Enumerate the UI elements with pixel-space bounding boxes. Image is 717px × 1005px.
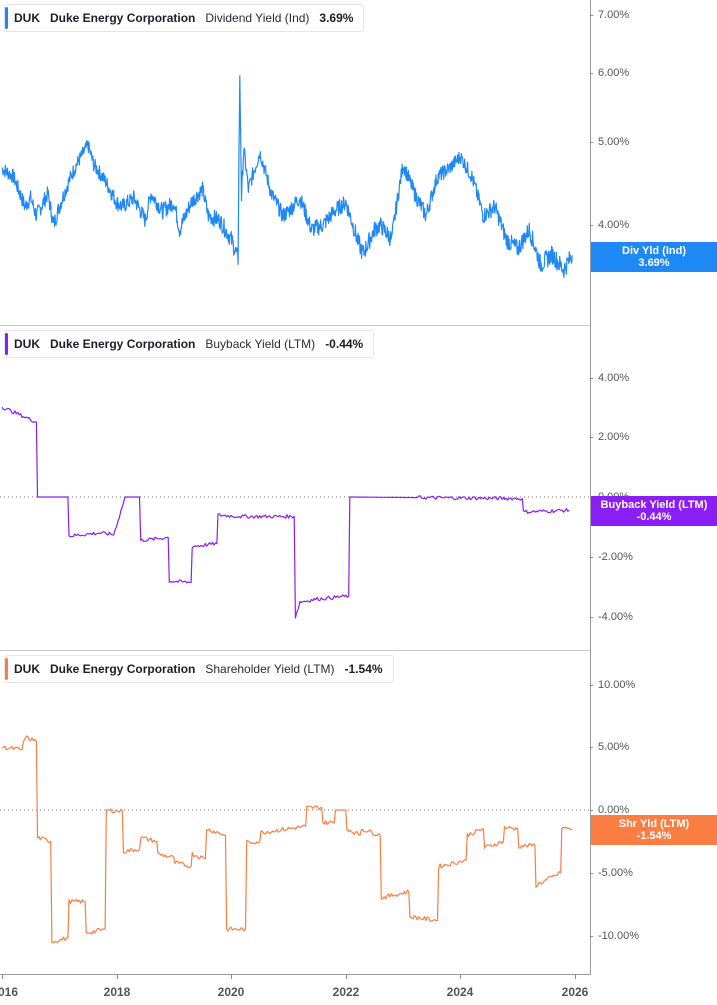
badge-label: Div Yld (Ind) [622, 245, 686, 257]
y-tick-label: 6.00% [598, 67, 630, 79]
badge-label: Shr Yld (LTM) [618, 818, 690, 830]
shareholder-yield-line[interactable] [2, 735, 573, 944]
legend-ticker: DUK [14, 11, 40, 25]
y-tick-mark [590, 73, 593, 74]
y-tick-label: 10.00% [598, 679, 636, 691]
y-tick-label: 4.00% [598, 219, 630, 231]
y-tick-mark [590, 557, 593, 558]
badge-value: 3.69% [638, 257, 670, 269]
y-tick-mark [590, 225, 593, 226]
x-tick-label: 2026 [561, 985, 589, 999]
y-tick-label: 5.00% [598, 741, 630, 753]
current-value-badge-dividend: Div Yld (Ind) 3.69% [591, 242, 717, 272]
x-tick-mark [231, 975, 232, 979]
x-tick-mark [346, 975, 347, 979]
y-tick-mark [590, 617, 593, 618]
current-value-badge-shareholder: Shr Yld (LTM) -1.54% [591, 815, 717, 845]
y-tick-mark [590, 685, 593, 686]
panel-separator [0, 325, 590, 326]
y-tick-mark [590, 15, 593, 16]
series-color-swatch [5, 333, 8, 355]
legend-metric: Dividend Yield (Ind) [205, 11, 310, 25]
series-color-swatch [5, 7, 8, 29]
y-tick-mark [590, 437, 593, 438]
buyback-yield-line[interactable] [1, 406, 570, 619]
x-tick-mark [460, 975, 461, 979]
y-axis-line [590, 0, 591, 975]
legend-shareholder-yield[interactable]: DUK Duke Energy Corporation Shareholder … [4, 655, 394, 683]
x-tick-label: 2022 [332, 985, 360, 999]
y-tick-label: 4.00% [598, 372, 630, 384]
current-value-badge-buyback: Buyback Yield (LTM) -0.44% [591, 496, 717, 526]
legend-value: -0.44% [325, 337, 364, 351]
badge-label: Buyback Yield (LTM) [600, 499, 708, 511]
legend-company: Duke Energy Corporation [50, 337, 196, 351]
y-tick-mark [590, 142, 593, 143]
y-tick-label: 7.00% [598, 9, 630, 21]
y-tick-label: 2.00% [598, 431, 630, 443]
legend-company: Duke Energy Corporation [50, 662, 196, 676]
y-tick-label: 0.00% [598, 804, 630, 816]
legend-dividend-yield[interactable]: DUK Duke Energy Corporation Dividend Yie… [4, 4, 365, 32]
panel-separator [0, 650, 590, 651]
y-tick-mark [590, 747, 593, 748]
y-tick-mark [590, 873, 593, 874]
x-tick-label: 2018 [103, 985, 131, 999]
badge-value: -0.44% [636, 511, 672, 523]
x-tick-label: 2024 [446, 985, 474, 999]
legend-ticker: DUK [14, 662, 40, 676]
legend-metric: Shareholder Yield (LTM) [205, 662, 335, 676]
legend-value: 3.69% [319, 11, 354, 25]
x-tick-mark [2, 975, 3, 979]
y-tick-label: -10.00% [598, 930, 639, 942]
y-tick-mark [590, 810, 593, 811]
legend-metric: Buyback Yield (LTM) [205, 337, 316, 351]
panel-buyback-yield: DUK Duke Energy Corporation Buyback Yiel… [0, 326, 717, 650]
badge-value: -1.54% [636, 830, 672, 842]
series-color-swatch [5, 658, 8, 680]
x-tick-mark [575, 975, 576, 979]
legend-company: Duke Energy Corporation [50, 11, 196, 25]
y-tick-label: -2.00% [598, 551, 633, 563]
legend-value: -1.54% [344, 662, 383, 676]
y-tick-mark [590, 378, 593, 379]
y-tick-label: 5.00% [598, 136, 630, 148]
panel-shareholder-yield: DUK Duke Energy Corporation Shareholder … [0, 651, 717, 974]
x-tick-mark [117, 975, 118, 979]
x-tick-label: 2020 [217, 985, 245, 999]
y-tick-mark [590, 936, 593, 937]
y-tick-label: -5.00% [598, 867, 633, 879]
legend-ticker: DUK [14, 337, 40, 351]
legend-buyback-yield[interactable]: DUK Duke Energy Corporation Buyback Yiel… [4, 330, 375, 358]
dividend-yield-line[interactable] [1, 75, 573, 278]
x-axis-line [0, 974, 591, 975]
panel-dividend-yield: DUK Duke Energy Corporation Dividend Yie… [0, 0, 717, 325]
y-tick-label: -4.00% [598, 611, 633, 623]
x-tick-label: 016 [0, 985, 19, 999]
